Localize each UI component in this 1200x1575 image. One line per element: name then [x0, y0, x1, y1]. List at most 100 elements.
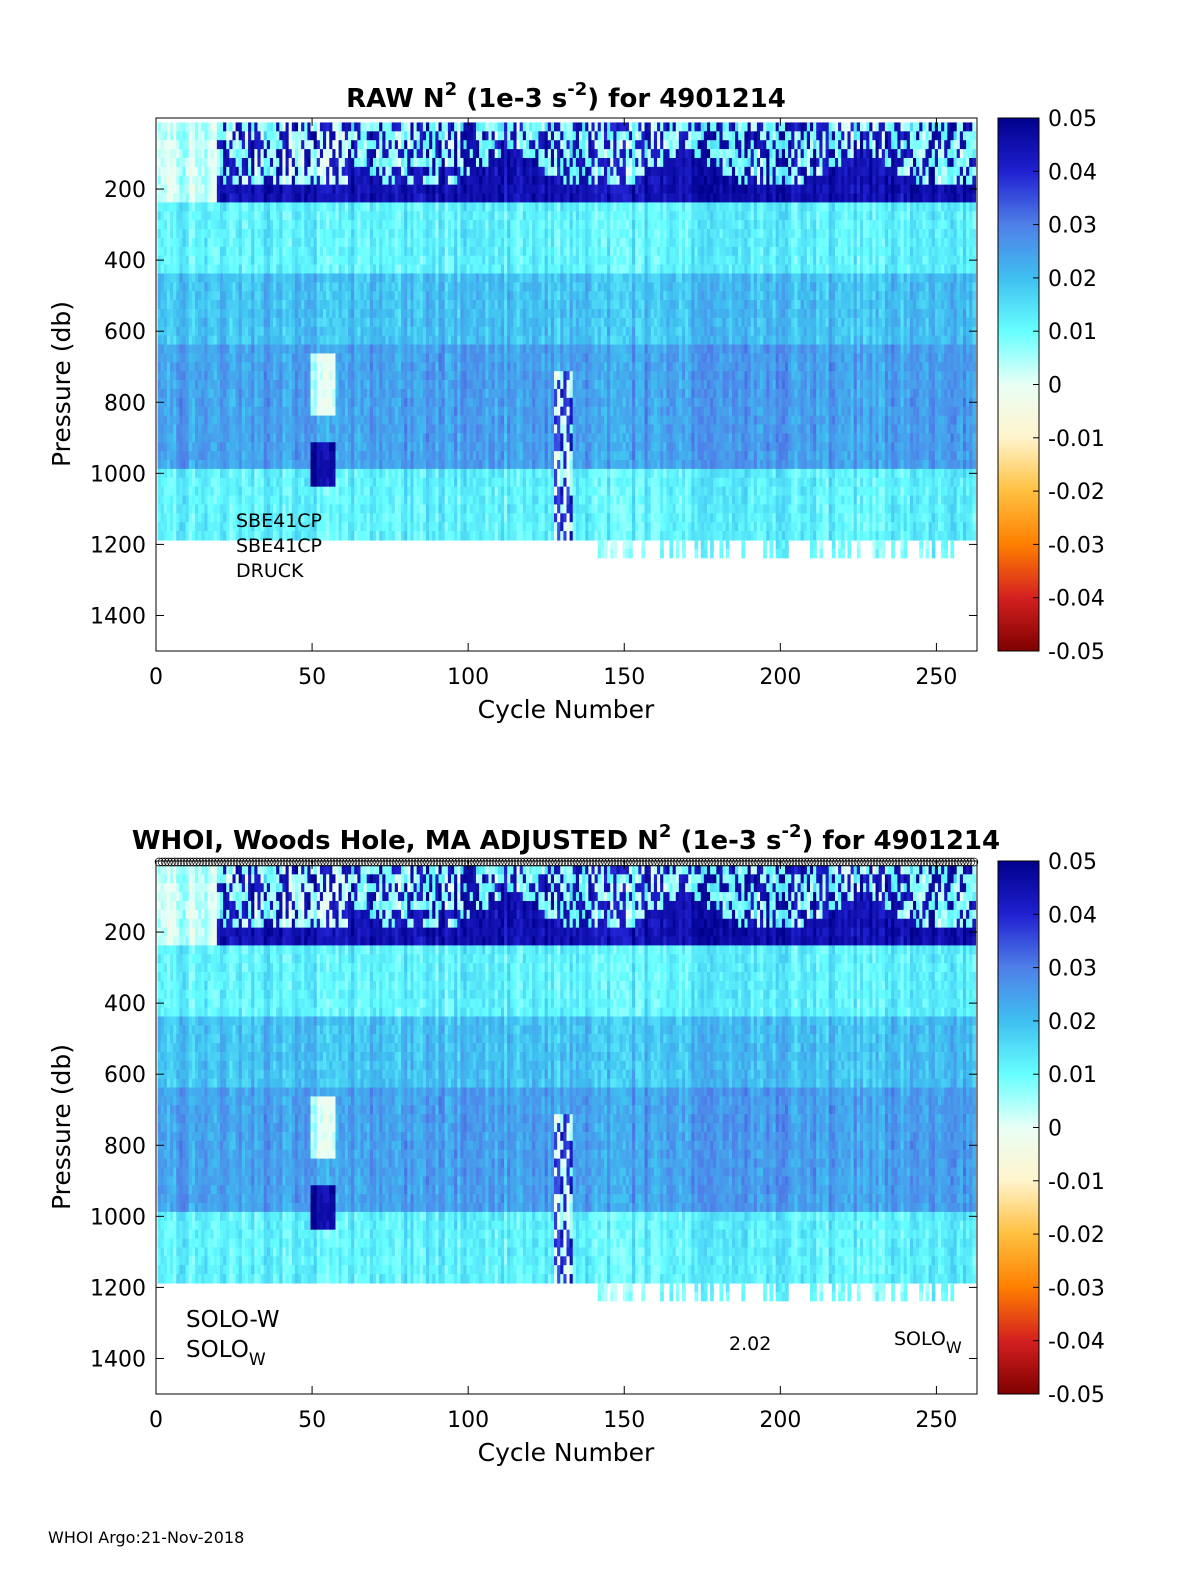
- colorbar-tick-label: 0.02: [1048, 1010, 1097, 1035]
- x-tick-label: 0: [149, 665, 163, 690]
- qc-marker: [167, 857, 176, 867]
- qc-marker: [541, 857, 551, 867]
- qc-marker: [651, 857, 660, 867]
- y-tick-label: 1400: [90, 1347, 146, 1372]
- qc-marker: [588, 857, 598, 867]
- x-tick-label: 200: [759, 665, 801, 690]
- qc-marker: [691, 857, 701, 867]
- y-axis-ticks: 200 400 600 800 1000 1200 1400: [90, 921, 977, 1372]
- qc-marker: [928, 857, 938, 867]
- qc-marker: [875, 857, 885, 867]
- qc-marker: [860, 857, 869, 867]
- qc-marker: [295, 857, 304, 867]
- qc-marker: [392, 857, 401, 867]
- qc-marker: [891, 857, 901, 867]
- qc-marker: [819, 857, 829, 867]
- qc-marker: [173, 857, 183, 867]
- qc-marker: [554, 857, 564, 867]
- qc-marker: [376, 857, 386, 867]
- qc-marker: [769, 857, 779, 867]
- qc-marker: [232, 857, 242, 867]
- qc-marker: [726, 857, 735, 867]
- qc-marker: [454, 857, 464, 867]
- qc-marker: [560, 857, 570, 867]
- qc-marker: [348, 857, 358, 867]
- qc-marker: [632, 857, 642, 867]
- qc-marker: [744, 857, 754, 867]
- qc-marker: [301, 857, 311, 867]
- qc-marker: [320, 857, 329, 867]
- qc-marker: [635, 857, 645, 867]
- colorbar-tick-label: -0.05: [1048, 1383, 1105, 1408]
- qc-marker: [257, 857, 267, 867]
- qc-marker: [663, 857, 673, 867]
- qc-marker: [807, 857, 816, 867]
- qc-marker: [460, 857, 470, 867]
- qc-marker: [844, 857, 854, 867]
- qc-marker: [335, 857, 345, 867]
- qc-marker: [223, 857, 233, 867]
- y-tick-label: 600: [104, 1063, 146, 1088]
- qc-marker: [273, 857, 283, 867]
- qc-marker: [607, 857, 617, 867]
- qc-marker: [604, 857, 613, 867]
- qc-marker: [363, 857, 373, 867]
- x-tick-label: 100: [447, 1408, 489, 1433]
- colorbar-tick-label: 0.01: [1048, 1063, 1097, 1088]
- qc-marker: [919, 857, 929, 867]
- qc-marker: [569, 857, 579, 867]
- qc-marker: [779, 857, 788, 867]
- qc-marker: [682, 857, 692, 867]
- qc-marker: [960, 857, 969, 867]
- qc-marker: [313, 857, 323, 867]
- qc-marker: [357, 857, 367, 867]
- y-tick-label: 800: [104, 391, 146, 416]
- qc-marker: [345, 857, 354, 867]
- qc-marker-row: [154, 857, 979, 867]
- qc-marker: [704, 857, 713, 867]
- qc-marker: [963, 857, 972, 867]
- qc-marker: [866, 857, 876, 867]
- qc-marker: [445, 857, 454, 867]
- qc-marker: [669, 857, 679, 867]
- qc-marker: [757, 857, 766, 867]
- qc-marker: [279, 857, 289, 867]
- qc-marker: [707, 857, 717, 867]
- qc-marker: [538, 857, 548, 867]
- qc-marker: [863, 857, 873, 867]
- qc-marker: [544, 857, 554, 867]
- qc-marker: [516, 857, 526, 867]
- qc-marker: [198, 857, 208, 867]
- plot-frame: [155, 117, 978, 652]
- colorbar-tick-label: 0.02: [1048, 267, 1097, 292]
- colorbar-tick-label: 0.04: [1048, 160, 1097, 185]
- qc-marker: [507, 857, 517, 867]
- qc-marker: [432, 857, 442, 867]
- y-tick-label: 800: [104, 1134, 146, 1159]
- y-tick-label: 1000: [90, 462, 146, 487]
- qc-marker: [623, 857, 632, 867]
- qc-marker: [782, 857, 791, 867]
- colorbar-tick-label: 0.05: [1048, 850, 1097, 875]
- x-tick-label: 150: [603, 665, 645, 690]
- qc-marker: [260, 857, 270, 867]
- qc-marker: [694, 857, 704, 867]
- qc-marker: [935, 857, 944, 867]
- qc-marker: [248, 857, 258, 867]
- qc-marker: [342, 857, 351, 867]
- qc-marker: [638, 857, 648, 867]
- x-tick-label: 250: [915, 665, 957, 690]
- qc-marker: [947, 857, 957, 867]
- qc-marker: [416, 857, 426, 867]
- qc-marker: [179, 857, 189, 867]
- qc-marker: [264, 857, 273, 867]
- qc-marker: [869, 857, 879, 867]
- sensor-annotation-2: SBE41CP: [236, 535, 322, 557]
- qc-marker: [804, 857, 813, 867]
- qc-marker: [423, 857, 432, 867]
- qc-marker: [289, 857, 298, 867]
- qc-marker: [732, 857, 741, 867]
- qc-marker: [788, 857, 798, 867]
- qc-marker: [157, 857, 167, 867]
- qc-marker: [719, 857, 729, 867]
